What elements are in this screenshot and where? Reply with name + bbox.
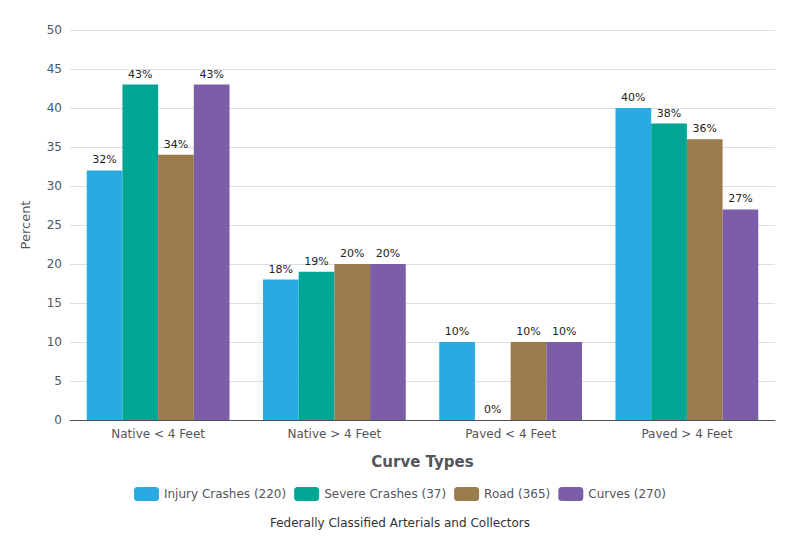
svg-text:20: 20: [47, 257, 62, 271]
svg-text:43%: 43%: [128, 68, 152, 81]
svg-text:45: 45: [47, 62, 62, 76]
svg-text:27%: 27%: [728, 192, 752, 205]
svg-text:32%: 32%: [92, 153, 116, 166]
svg-text:43%: 43%: [199, 68, 223, 81]
svg-text:38%: 38%: [657, 107, 681, 120]
svg-text:18%: 18%: [269, 263, 293, 276]
svg-text:Road (365): Road (365): [484, 487, 550, 501]
svg-text:20%: 20%: [376, 247, 400, 260]
svg-text:10: 10: [47, 335, 62, 349]
svg-text:Curves (270): Curves (270): [588, 487, 666, 501]
svg-text:Severe Crashes (37): Severe Crashes (37): [324, 487, 446, 501]
svg-text:Paved < 4 Feet: Paved < 4 Feet: [465, 427, 556, 441]
svg-text:Native > 4 Feet: Native > 4 Feet: [288, 427, 382, 441]
svg-text:50: 50: [47, 23, 62, 37]
svg-text:5: 5: [54, 374, 62, 388]
svg-text:Native < 4 Feet: Native < 4 Feet: [111, 427, 205, 441]
svg-text:36%: 36%: [692, 122, 716, 135]
svg-text:25: 25: [47, 218, 62, 232]
svg-text:Paved > 4 Feet: Paved > 4 Feet: [641, 427, 732, 441]
svg-text:40%: 40%: [621, 91, 645, 104]
svg-text:19%: 19%: [304, 255, 328, 268]
svg-text:35: 35: [47, 140, 62, 154]
svg-text:30: 30: [47, 179, 62, 193]
svg-text:Percent: Percent: [18, 201, 33, 250]
svg-text:Federally Classified Arterials: Federally Classified Arterials and Colle…: [270, 516, 530, 530]
svg-text:10%: 10%: [445, 325, 469, 338]
svg-text:Injury Crashes (220): Injury Crashes (220): [164, 487, 286, 501]
svg-text:10%: 10%: [516, 325, 540, 338]
svg-text:15: 15: [47, 296, 62, 310]
svg-text:0: 0: [54, 413, 62, 427]
svg-text:Curve Types: Curve Types: [371, 453, 473, 471]
svg-text:40: 40: [47, 101, 62, 115]
svg-text:10%: 10%: [552, 325, 576, 338]
svg-text:20%: 20%: [340, 247, 364, 260]
svg-text:34%: 34%: [164, 138, 188, 151]
svg-text:0%: 0%: [484, 403, 501, 416]
